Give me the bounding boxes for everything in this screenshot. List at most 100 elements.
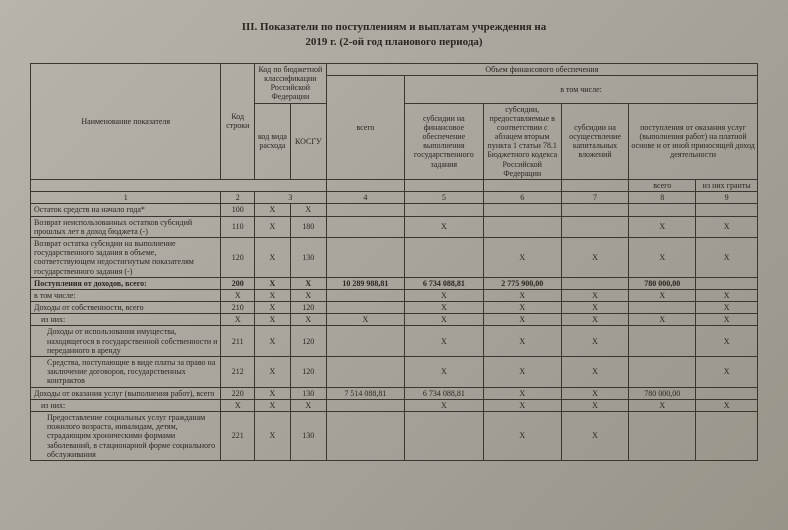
cell-name: из них: (31, 314, 221, 326)
cell-sub4-total (629, 357, 696, 388)
cell-sub3 (561, 277, 628, 289)
cell-sub3: X (561, 237, 628, 277)
col-budget-class: Код по бюджетной классификации Российско… (255, 63, 327, 103)
cell-total (326, 399, 404, 411)
cell-code: 120 (221, 237, 255, 277)
cell-sub4-grants (696, 387, 758, 399)
table-row: Доходы от оказания услуг (выполнения раб… (31, 387, 758, 399)
table-row: Доходы от использования имущества, наход… (31, 326, 758, 357)
table-row: Поступления от доходов, всего:200XX10 28… (31, 277, 758, 289)
col-sub3: субсидии на осуществление капитальных вл… (561, 103, 628, 180)
cell-sub1 (405, 411, 483, 460)
cell-sub3: X (561, 314, 628, 326)
table-body: Остаток средств на начало года*100XXВозв… (31, 204, 758, 461)
cell-sub4-grants: X (696, 357, 758, 388)
cell-kosgu: X (290, 289, 326, 301)
cell-sub2: X (483, 387, 561, 399)
cell-name: из них: (31, 399, 221, 411)
cell-name: Остаток средств на начало года* (31, 204, 221, 216)
cell-sub4-grants: X (696, 302, 758, 314)
cell-sub2: 2 775 900,00 (483, 277, 561, 289)
cell-total (326, 357, 404, 388)
col-sub4-total: всего (629, 180, 696, 192)
col-sub1: субсидии на финансовое обеспечение выпол… (405, 103, 483, 180)
cell-kosgu: X (290, 204, 326, 216)
cell-code: 220 (221, 387, 255, 399)
col-fin-vol: Объем финансового обеспечения (326, 63, 757, 75)
cell-code: 212 (221, 357, 255, 388)
page-title: III. Показатели по поступлениям и выплат… (30, 20, 758, 51)
cell-sub4-total (629, 204, 696, 216)
cell-sub4-total: X (629, 289, 696, 301)
cell-sub4-total: 780 000,00 (629, 277, 696, 289)
cell-total (326, 204, 404, 216)
col-sub4-grants: из них гранты (696, 180, 758, 192)
cell-sub2: X (483, 326, 561, 357)
cell-sub1: X (405, 326, 483, 357)
cell-total (326, 302, 404, 314)
cell-kvr: X (255, 237, 291, 277)
cell-sub3: X (561, 411, 628, 460)
cell-kvr: X (255, 411, 291, 460)
cell-sub1: X (405, 302, 483, 314)
cell-name: Возврат неиспользованных остатков субсид… (31, 216, 221, 237)
cell-code: X (221, 289, 255, 301)
cell-kvr: X (255, 289, 291, 301)
cell-sub1 (405, 204, 483, 216)
cell-kosgu: 120 (290, 326, 326, 357)
cell-name: в том числе: (31, 289, 221, 301)
table-row: Доходы от собственности, всего210X120XXX… (31, 302, 758, 314)
cell-sub3 (561, 204, 628, 216)
table-row: Возврат остатка субсидии на выполнение г… (31, 237, 758, 277)
cell-sub4-grants: X (696, 237, 758, 277)
cell-sub2: X (483, 237, 561, 277)
cell-kvr: X (255, 277, 291, 289)
cell-sub2: X (483, 314, 561, 326)
cell-total (326, 237, 404, 277)
cell-sub3: X (561, 302, 628, 314)
cell-kosgu: 120 (290, 302, 326, 314)
cell-sub2: X (483, 411, 561, 460)
cell-sub2: X (483, 399, 561, 411)
table-row: Возврат неиспользованных остатков субсид… (31, 216, 758, 237)
cell-sub4-grants: X (696, 314, 758, 326)
cell-total: 10 289 988,81 (326, 277, 404, 289)
cell-sub1: X (405, 289, 483, 301)
cell-kosgu: 130 (290, 411, 326, 460)
cell-kvr: X (255, 387, 291, 399)
cell-sub4-total: X (629, 314, 696, 326)
col-total: всего (326, 75, 404, 179)
cell-total: X (326, 314, 404, 326)
table-row: в том числе:XXXXXXXX (31, 289, 758, 301)
cell-total (326, 411, 404, 460)
cell-sub4-grants: X (696, 399, 758, 411)
cell-sub4-grants: X (696, 326, 758, 357)
cell-sub4-total: X (629, 399, 696, 411)
cell-kosgu: 130 (290, 237, 326, 277)
cell-name: Предоставление социальных услуг граждана… (31, 411, 221, 460)
cell-code: X (221, 314, 255, 326)
cell-sub1: X (405, 399, 483, 411)
cell-kvr: X (255, 399, 291, 411)
cell-sub4-total (629, 302, 696, 314)
cell-kvr: X (255, 302, 291, 314)
col-sub2: субсидии, предоставляемые в соответствии… (483, 103, 561, 180)
cell-kvr: X (255, 326, 291, 357)
cell-total: 7 514 088,81 (326, 387, 404, 399)
data-table: Наименование показателя Код строки Код п… (30, 63, 758, 461)
cell-total (326, 289, 404, 301)
cell-sub4-grants: X (696, 216, 758, 237)
col-row-code: Код строки (221, 63, 255, 179)
table-row: Предоставление социальных услуг граждана… (31, 411, 758, 460)
cell-kosgu: 120 (290, 357, 326, 388)
cell-sub4-total (629, 411, 696, 460)
col-kvr: код вида расхода (255, 103, 291, 180)
cell-sub2 (483, 216, 561, 237)
cell-sub2: X (483, 302, 561, 314)
cell-total (326, 326, 404, 357)
cell-sub3: X (561, 326, 628, 357)
title-line-2: 2019 г. (2-ой год планового периода) (30, 35, 758, 50)
table-row: Остаток средств на начало года*100XX (31, 204, 758, 216)
cell-sub2 (483, 204, 561, 216)
cell-code: 100 (221, 204, 255, 216)
